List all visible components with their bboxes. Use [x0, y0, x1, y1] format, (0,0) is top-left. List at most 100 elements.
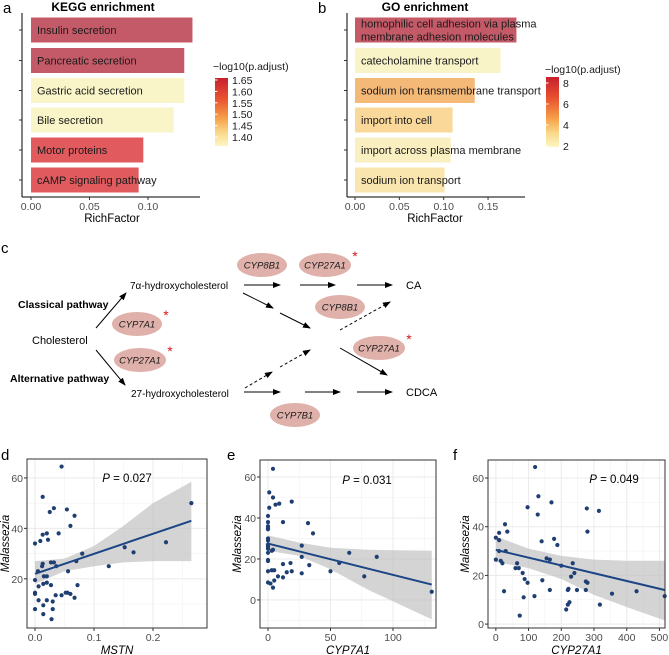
data-point [68, 523, 73, 528]
data-point [493, 557, 498, 562]
data-point [265, 569, 271, 574]
data-point [45, 537, 51, 542]
data-point [268, 581, 273, 586]
data-point [596, 508, 602, 513]
node-cholesterol: Cholesterol [32, 335, 88, 347]
data-point [429, 589, 434, 594]
data-point [310, 531, 316, 536]
regression-line [267, 542, 432, 586]
enzyme-cyp7b1: CYP7B1 [270, 403, 320, 427]
significance-star: * [167, 343, 173, 359]
data-point [189, 501, 194, 506]
x-tick-label: 50 [325, 632, 337, 644]
data-point [50, 599, 55, 604]
plot-border [487, 459, 666, 629]
data-point [555, 542, 560, 548]
data-point [525, 580, 530, 585]
data-point [289, 499, 294, 504]
colorbar-label: 1.50 [232, 109, 253, 121]
data-point [564, 607, 569, 612]
x-tick-label: 0.0 [28, 632, 43, 644]
enzyme-label: CYP7B1 [277, 411, 313, 422]
data-point [72, 595, 77, 600]
data-point [32, 590, 38, 595]
x-tick-label: 0.2 [146, 632, 161, 644]
data-point [536, 494, 541, 499]
x-tick-label: 300 [585, 632, 603, 644]
arrow [95, 349, 126, 386]
data-point [41, 603, 46, 608]
enzyme-cyp27a1: CYP27A1 * [114, 343, 173, 372]
significance-star: * [352, 248, 358, 264]
p-value-annotation: P = 0.027 [102, 473, 152, 485]
p-value-annotation: P = 0.049 [589, 474, 639, 486]
enzyme-label: CYP8B1 [322, 303, 358, 314]
data-point [584, 506, 589, 511]
p-symbol: P [342, 475, 350, 487]
data-point [44, 531, 49, 536]
alternative-pathway-label: Alternative pathway [10, 373, 109, 385]
panel-label-b: b [318, 0, 326, 17]
enzyme-label: CYP27A1 [119, 356, 161, 367]
data-point [566, 586, 571, 591]
bar [31, 137, 144, 163]
data-point [36, 584, 41, 589]
bar [355, 167, 445, 193]
x-tick-label: 0.05 [389, 201, 410, 213]
data-point [299, 554, 304, 560]
data-point [40, 532, 45, 537]
panel-label-d: d [1, 447, 9, 464]
node-cdca: CDCA [406, 387, 438, 399]
kegg-xlabel: RichFactor [84, 213, 140, 225]
bar [355, 137, 451, 163]
bar-label: Gastric acid secretion [37, 86, 143, 98]
bar-label: catecholamine transport [361, 56, 478, 68]
data-point [289, 569, 294, 574]
data-point [265, 513, 271, 519]
enzyme-label: CYP8B1 [244, 261, 280, 272]
data-point [597, 602, 602, 607]
colorbar-label: 4 [563, 120, 569, 132]
data-point [513, 566, 518, 571]
bar-label: sodium ion transmembrane transport [361, 86, 541, 98]
data-point [362, 574, 367, 579]
data-point [51, 506, 57, 511]
data-point [265, 546, 271, 551]
regression-line [495, 548, 665, 591]
bar-label: Motor proteins [37, 145, 108, 157]
data-point [540, 578, 545, 583]
kegg-colorbar [215, 78, 228, 146]
p-value-annotation: P = 0.031 [342, 475, 392, 487]
bar-label: Insulin secretion [37, 25, 117, 37]
data-point [40, 494, 45, 499]
x-axis-title: CYP27A1 [551, 645, 602, 655]
enzyme-ellipse [270, 403, 320, 427]
data-point [48, 583, 54, 588]
data-point [32, 577, 38, 583]
data-point [267, 505, 272, 510]
data-point [269, 548, 274, 553]
kegg-title: KEGG enrichment [51, 0, 154, 14]
x-tick-label: 0.00 [21, 201, 42, 213]
kegg-bar-chart: Insulin secretion Pancreatic secretion Gas… [19, 13, 253, 213]
enzyme-ellipse [114, 348, 166, 372]
enzyme-cyp7a1: CYP7A1 * [112, 307, 169, 336]
data-point [497, 538, 502, 543]
y-tick-label: 40 [11, 523, 23, 535]
bar [31, 17, 193, 43]
data-point [41, 612, 46, 617]
x-axis-title: CYP7A1 [326, 645, 370, 655]
data-point [41, 581, 46, 586]
scatter-plot-e: 0 50 100 0 20 40 60 P = 0.031 CYP7A1 Malassezia [232, 459, 437, 655]
y-axis-title: Malassezia [460, 515, 472, 573]
go-colorbar [546, 77, 559, 147]
data-point [72, 513, 77, 518]
data-point [59, 593, 64, 598]
data-point [47, 509, 52, 515]
data-point [40, 564, 45, 569]
data-point [299, 543, 304, 548]
bar-label: import across plasma membrane [361, 145, 521, 157]
panel-label-c: c [1, 240, 9, 257]
data-point [585, 580, 590, 585]
data-point [272, 568, 277, 573]
